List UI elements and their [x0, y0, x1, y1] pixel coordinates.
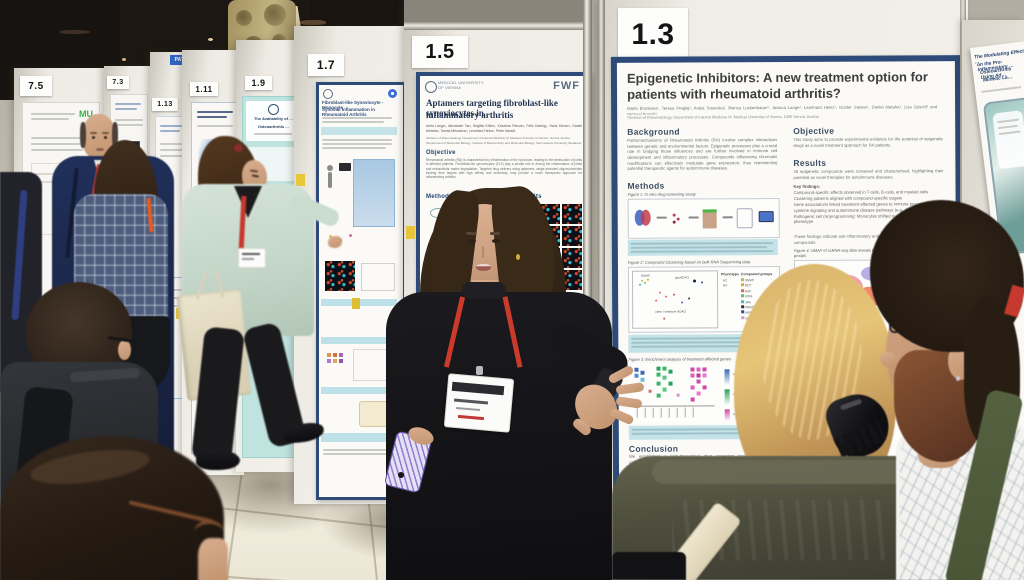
loafer-shoe — [196, 450, 240, 470]
yellow-clip — [352, 298, 360, 309]
gold-earring — [516, 254, 520, 260]
person-bearded-man — [860, 200, 1024, 580]
reaching-hand — [328, 236, 342, 248]
poster-affiliation2: ²Department of Molecular Biology, Instit… — [426, 141, 582, 146]
poster-title: Aptamers targeting fibroblast-like synov… — [426, 98, 558, 118]
results-text: 26 epigenetic compounds were screened an… — [793, 168, 944, 180]
monitor-icon — [339, 163, 351, 171]
poster-authors: Anita Lange¹, Alexander Tar², Brigitta K… — [426, 124, 582, 133]
board-number-tag: 7.5 — [20, 76, 52, 96]
person-presenter — [380, 183, 670, 580]
poster-title: The Availability of … — [253, 116, 294, 121]
temple-skin — [198, 538, 228, 580]
yellow-clip — [406, 226, 415, 239]
objective-text: Rheumatoid arthritis (RA) is characteris… — [426, 158, 582, 180]
jacket-collar — [652, 460, 922, 484]
partner-logo-icon — [388, 89, 397, 98]
monitor-icon — [758, 211, 774, 223]
objective-text: This study aims to provide experimental … — [793, 136, 944, 148]
poster-title: Epigenetic Inhibitors: A new treatment o… — [626, 69, 928, 103]
background-text: Pathomechanisms of Rheumatoid Arthritis … — [627, 137, 778, 172]
meduni-vienna-emblem-icon — [268, 104, 279, 115]
meduni-vienna-emblem-icon — [425, 81, 437, 93]
fwf-logo: FWF — [553, 80, 580, 92]
yellow-clip — [296, 174, 305, 186]
person-mint-blazer-woman — [170, 132, 345, 480]
black-bag-edge — [612, 552, 686, 580]
person-foreground-head — [0, 436, 240, 580]
poster-title-line2: Osteoarthritis … — [257, 124, 290, 129]
nose — [879, 351, 895, 368]
poster-authors: Maria Bronkans¹, Teresa Preglej¹, Anela … — [627, 104, 938, 115]
hair-scrunchie — [234, 144, 243, 152]
poster-affiliation1: ¹Division of Rheumatology, Department of… — [426, 136, 570, 140]
board-number-tag: 7.3 — [107, 76, 129, 89]
board-number-tag: 1.5 — [412, 36, 468, 68]
key-findings-label: Key findings: — [793, 183, 821, 189]
lanyard-clip — [476, 366, 483, 375]
section-results: Results — [793, 157, 827, 168]
poster-title-line2: Synovial Inflammation in Rheumatoid Arth… — [322, 107, 376, 117]
silver-earring — [956, 376, 960, 381]
board-number-tag: 1.13 — [152, 98, 178, 111]
poster-affiliation: ¹Division of Rheumatology, Department of… — [627, 114, 819, 120]
board-number-tag: 1.9 — [245, 76, 272, 90]
org-name: MEDICAL UNIVERSITY — [438, 81, 484, 85]
human-figure-icon — [327, 165, 333, 171]
org-name-line2: OF VIENNA — [438, 86, 462, 90]
section-objective: Objective — [426, 150, 456, 156]
poster-title: Fibroblast-like Synoviocyte - Monocyte — [322, 100, 384, 110]
section-objective: Objective — [793, 125, 835, 136]
poster-title-line2: inflammatory arthritis — [426, 110, 514, 120]
glasses-rim — [194, 520, 224, 546]
meduni-vienna-emblem-icon — [323, 89, 333, 99]
section-background: Background — [627, 126, 680, 137]
board-number-tag: 1.11 — [190, 82, 218, 96]
ear — [118, 340, 131, 360]
meduni-graz-logo: MU — [79, 109, 93, 119]
section-methods: Methods — [426, 194, 453, 200]
turtleneck-collar — [462, 282, 506, 298]
board-number-tag: 1.3 — [618, 8, 688, 62]
board-number-tag: 1.7 — [308, 54, 344, 76]
presenter-mouth — [476, 264, 491, 271]
